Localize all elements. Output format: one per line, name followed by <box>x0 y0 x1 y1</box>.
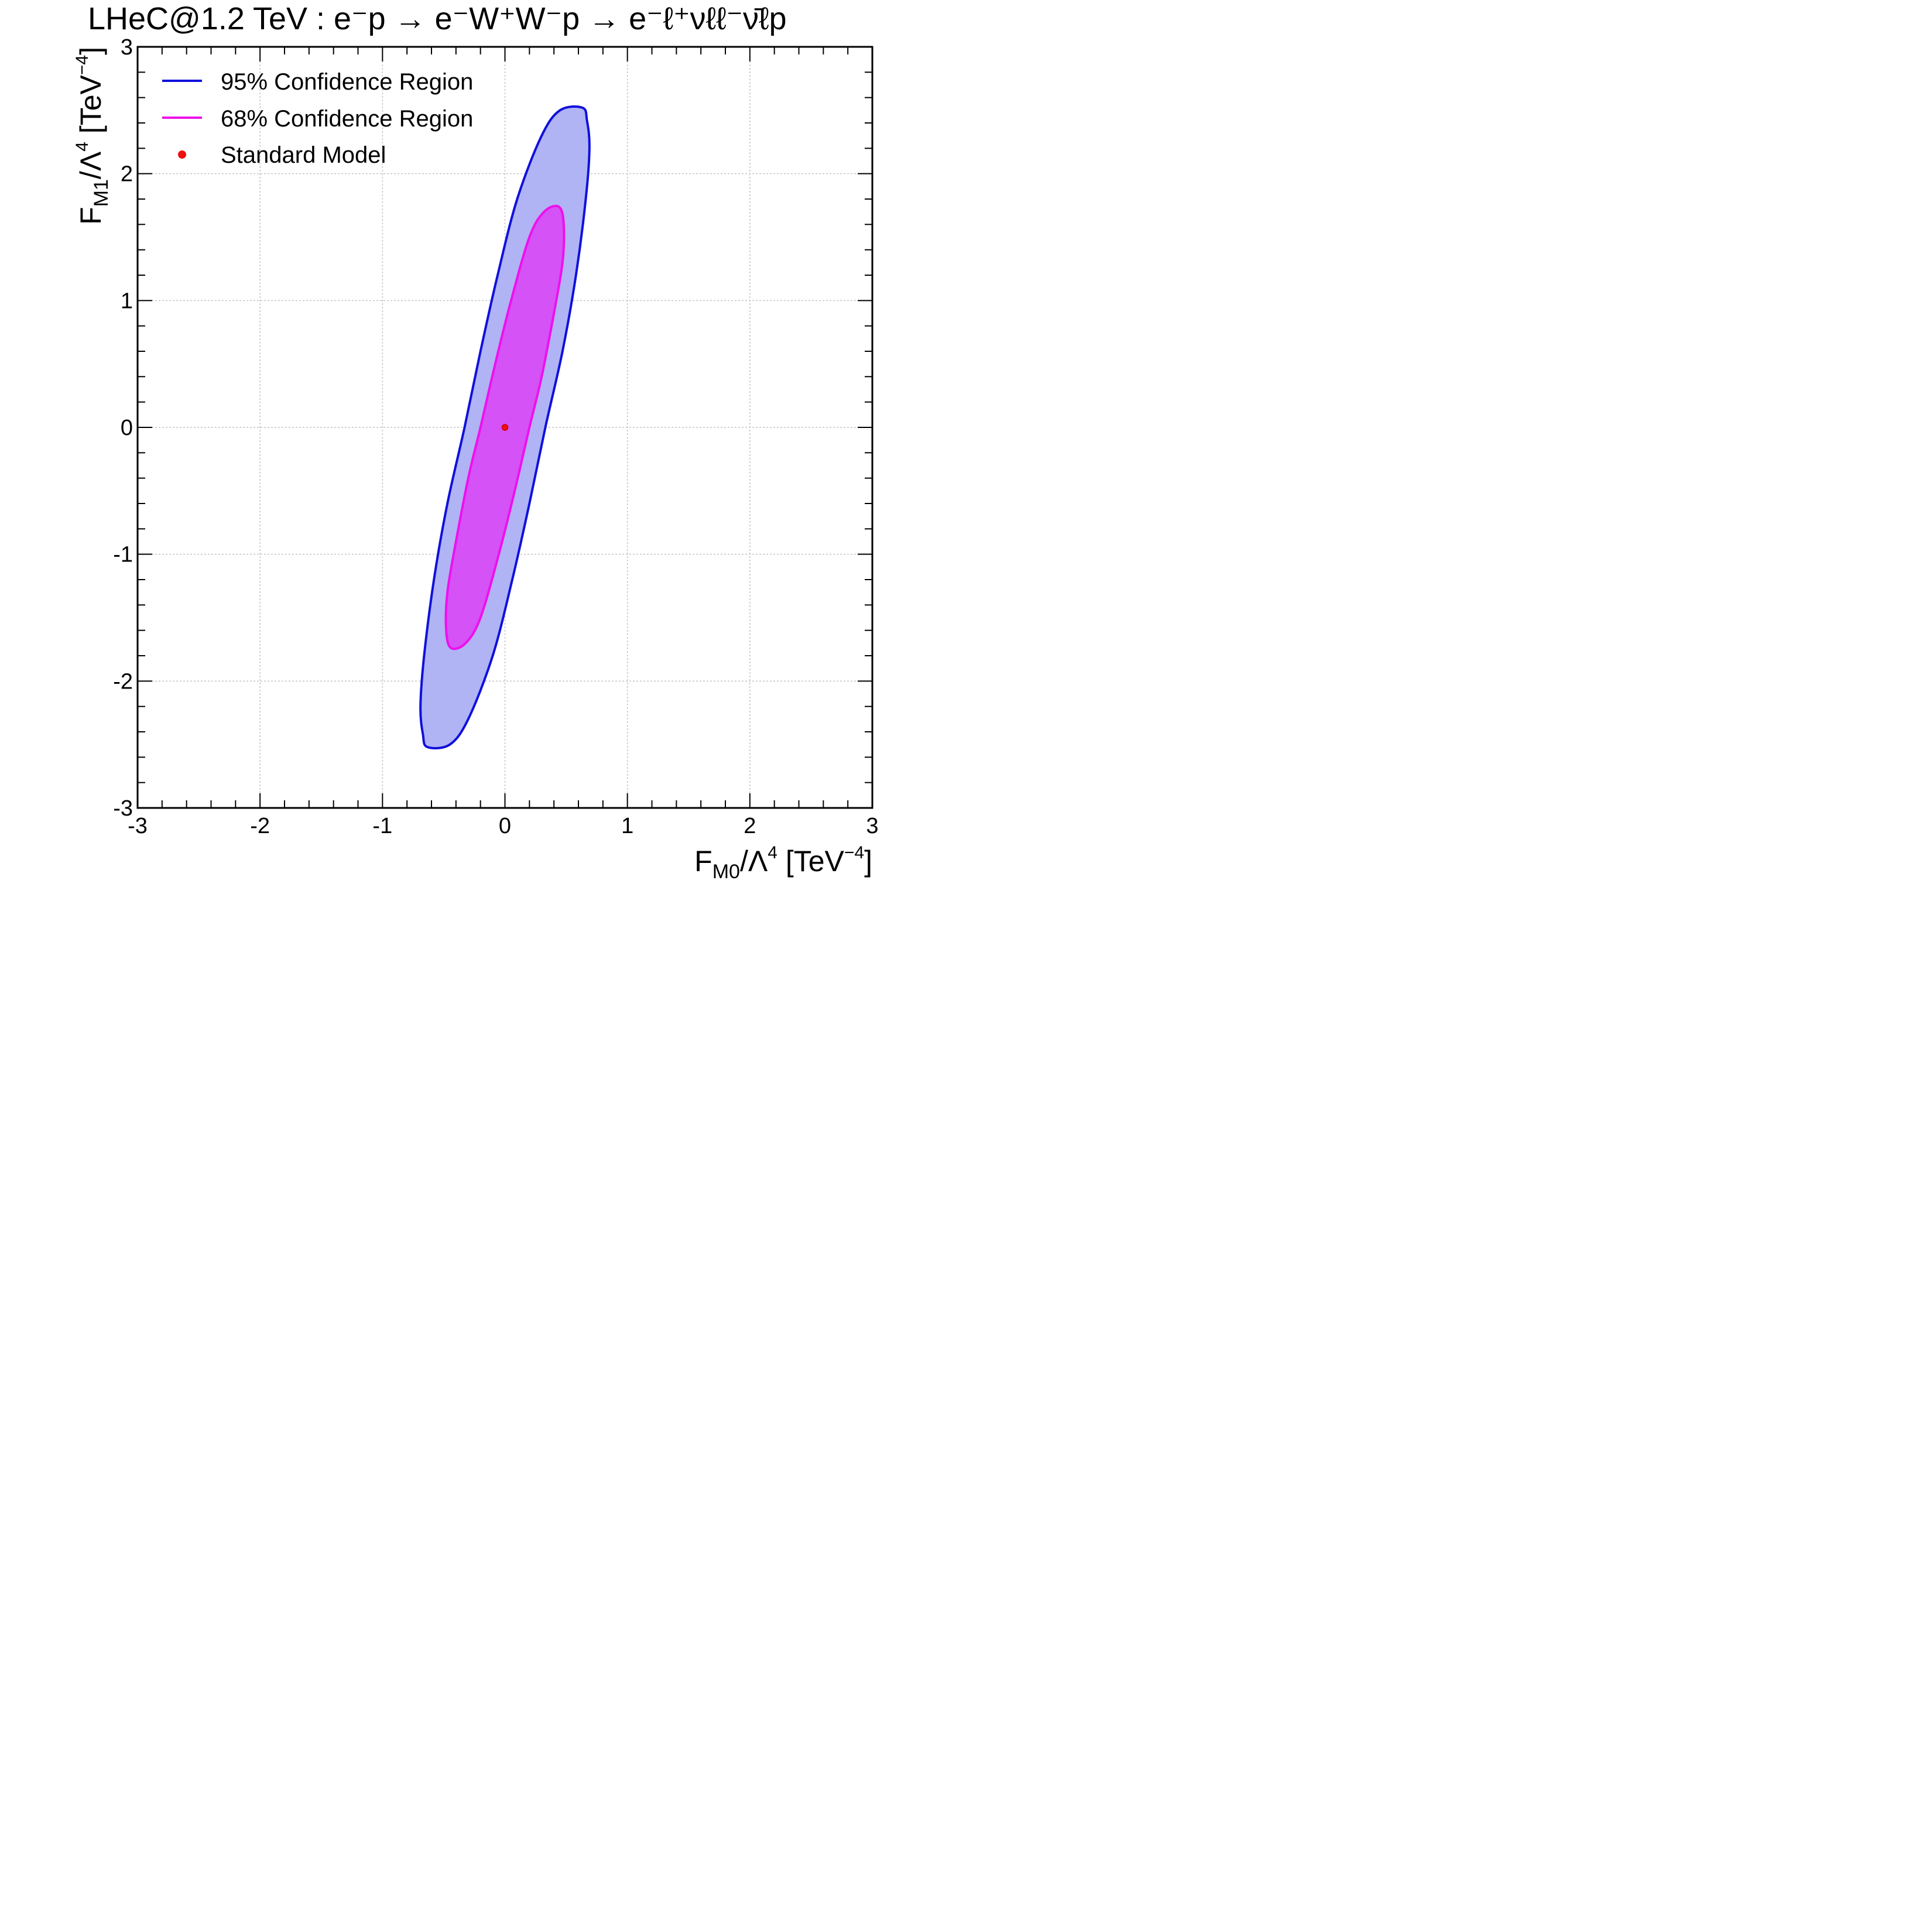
y-tick-label: -3 <box>113 796 133 821</box>
x-axis-title: FM0/Λ4 [TeV−4] <box>694 843 872 883</box>
x-tick-label: 2 <box>744 814 756 838</box>
tick-labels: -3 -2 -1 0 1 2 3 -3 -2 -1 0 1 2 3 <box>113 35 878 838</box>
x-tick-label: 3 <box>866 814 878 838</box>
standard-model-point <box>501 424 509 431</box>
x-tick-label: -2 <box>250 814 270 838</box>
y-axis-title: FM1/Λ4 [TeV−4] <box>73 47 112 225</box>
chart-title: LHeC@1.2 TeV : e⁻p → e⁻W⁺W⁻p → e⁻ℓ⁺νℓℓ⁻ν… <box>88 1 787 36</box>
y-tick-label: -1 <box>113 543 133 567</box>
contour-chart: LHeC@1.2 TeV : e⁻p → e⁻W⁺W⁻p → e⁻ℓ⁺νℓℓ⁻ν… <box>73 1 879 883</box>
y-tick-label: 2 <box>121 162 133 187</box>
y-tick-label: 3 <box>121 35 133 60</box>
x-tick-label: 1 <box>621 814 633 838</box>
legend-label-sm: Standard Model <box>221 142 386 168</box>
legend-label-95: 95% Confidence Region <box>221 69 473 95</box>
y-tick-label: 1 <box>121 289 133 313</box>
legend-label-68: 68% Confidence Region <box>221 106 473 132</box>
x-tick-label: -3 <box>128 814 148 838</box>
x-tick-label: 0 <box>499 814 511 838</box>
grid-lines <box>138 47 872 808</box>
y-tick-label: 0 <box>121 416 133 440</box>
plot-frame <box>136 46 873 809</box>
legend: 95% Confidence Region 68% Confidence Reg… <box>162 69 473 168</box>
y-tick-label: -2 <box>113 669 133 694</box>
x-tick-label: -1 <box>372 814 392 838</box>
confidence-regions <box>419 105 591 749</box>
legend-marker-sm <box>178 150 186 159</box>
